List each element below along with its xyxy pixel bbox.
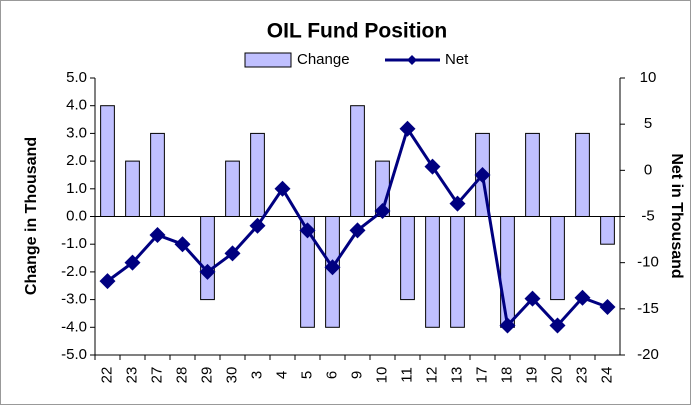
bar — [525, 132, 540, 217]
y-axis-title: Change in Thousand — [23, 137, 40, 295]
net-marker — [224, 245, 241, 262]
y-tick-label: -5.0 — [61, 346, 87, 363]
legend-marker — [407, 55, 417, 65]
net-marker — [499, 317, 516, 334]
y2-tick-label: -20 — [637, 346, 659, 363]
net-marker — [149, 226, 166, 243]
bar — [250, 132, 265, 217]
net-marker — [174, 236, 191, 253]
net-marker — [99, 273, 116, 290]
y2-tick-label: 5 — [644, 115, 652, 132]
net-marker — [274, 180, 291, 197]
x-tick-label: 30 — [223, 367, 240, 384]
net-marker — [424, 158, 441, 175]
y2-tick-label: 0 — [644, 161, 652, 178]
x-tick-label: 13 — [448, 367, 465, 384]
net-marker — [524, 290, 541, 307]
x-tick-label: 11 — [398, 367, 415, 383]
net-marker — [374, 202, 391, 219]
chart-title: OIL Fund Position — [267, 20, 447, 43]
y-tick-label: -3.0 — [61, 291, 87, 308]
y-tick-label: 2.0 — [66, 152, 87, 169]
y-tick-label: 4.0 — [66, 97, 87, 114]
net-marker — [324, 259, 341, 276]
y-tick-label: -1.0 — [61, 235, 87, 252]
net-marker — [399, 120, 416, 137]
legend-label: Net — [445, 51, 469, 68]
bar — [100, 105, 115, 217]
bar — [200, 216, 215, 301]
y-tick-label: 3.0 — [66, 124, 87, 141]
x-tick-label: 22 — [98, 367, 115, 384]
net-marker — [349, 222, 366, 239]
y-tick-label: 5.0 — [66, 69, 87, 86]
bar — [450, 216, 465, 328]
legend-label: Change — [297, 51, 350, 68]
y-tick-label: -4.0 — [61, 318, 87, 335]
x-tick-label: 27 — [148, 367, 165, 384]
bar — [300, 216, 315, 328]
net-marker — [474, 166, 491, 183]
net-marker — [124, 254, 141, 271]
x-tick-label: 19 — [523, 367, 540, 384]
y-tick-label: -2.0 — [61, 263, 87, 280]
y2-tick-label: 10 — [640, 69, 657, 86]
net-marker — [449, 195, 466, 212]
bar — [550, 216, 565, 301]
y2-tick-label: -10 — [637, 254, 659, 271]
bar — [350, 105, 365, 217]
x-tick-label: 5 — [298, 371, 315, 379]
bar — [150, 132, 165, 217]
x-tick-label: 17 — [473, 367, 490, 384]
x-tick-label: 20 — [548, 367, 565, 384]
x-tick-label: 10 — [373, 367, 390, 384]
net-marker — [549, 317, 566, 334]
legend-swatch — [244, 52, 292, 68]
net-marker — [599, 298, 616, 315]
bar — [425, 216, 440, 328]
x-tick-label: 24 — [598, 367, 615, 384]
y2-tick-label: -15 — [637, 300, 659, 317]
bar — [125, 160, 140, 218]
y2-axis-title: Net in Thousand — [668, 153, 685, 278]
net-marker — [199, 263, 216, 280]
x-tick-label: 6 — [323, 371, 340, 379]
x-tick-label: 23 — [573, 367, 590, 384]
bar — [500, 216, 515, 328]
bar — [575, 132, 590, 217]
y-tick-label: 1.0 — [66, 180, 87, 197]
bar — [400, 216, 415, 301]
x-tick-label: 4 — [273, 371, 290, 379]
x-tick-label: 3 — [248, 371, 265, 379]
x-tick-label: 23 — [123, 367, 140, 384]
x-tick-label: 29 — [198, 367, 215, 384]
net-marker — [574, 289, 591, 306]
bar — [600, 216, 615, 245]
net-marker — [299, 222, 316, 239]
x-tick-label: 28 — [173, 367, 190, 384]
y-tick-label: 0.0 — [66, 207, 87, 224]
x-tick-label: 12 — [423, 367, 440, 384]
x-tick-label: 18 — [498, 367, 515, 384]
bar — [225, 160, 240, 218]
x-tick-label: 9 — [348, 371, 365, 379]
y2-tick-label: -5 — [641, 207, 654, 224]
net-marker — [249, 217, 266, 234]
